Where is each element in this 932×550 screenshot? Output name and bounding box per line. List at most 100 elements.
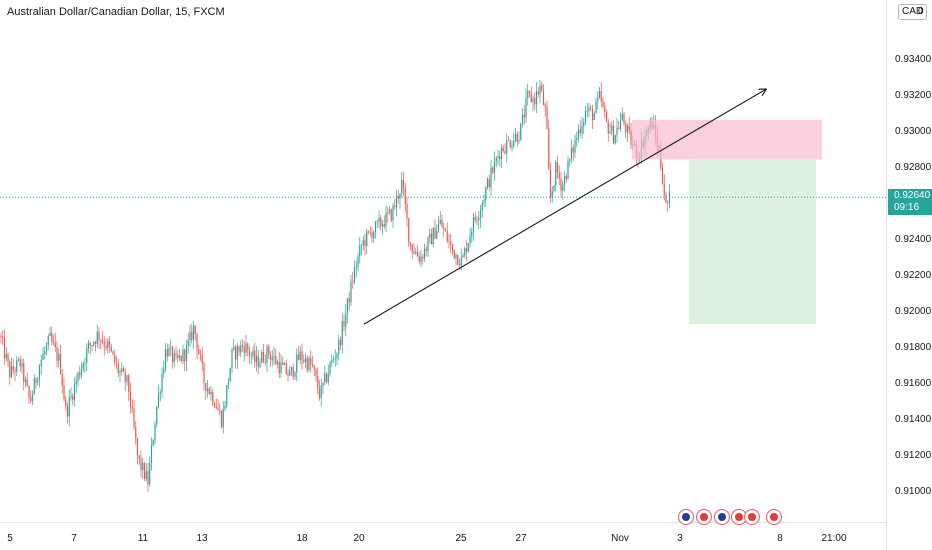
candle xyxy=(213,401,216,408)
time-tick-label: 27 xyxy=(515,533,527,544)
candle xyxy=(87,339,90,354)
candle xyxy=(427,236,429,257)
candle xyxy=(549,162,552,204)
candle xyxy=(220,409,223,429)
candle xyxy=(369,225,371,237)
candle xyxy=(397,189,399,204)
candle xyxy=(577,124,580,143)
candle xyxy=(44,346,46,359)
candle xyxy=(441,214,443,228)
au-flag-icon[interactable] xyxy=(714,509,730,525)
candle xyxy=(444,228,447,232)
candle xyxy=(492,165,494,175)
candle xyxy=(318,379,321,401)
candle xyxy=(79,365,81,380)
candle xyxy=(595,98,597,114)
candle xyxy=(163,360,165,378)
candle xyxy=(142,457,144,479)
ca-flag-icon[interactable] xyxy=(696,509,712,525)
candle xyxy=(73,377,76,407)
price-tick-label: 0.91600 xyxy=(895,378,932,390)
candle xyxy=(301,343,303,370)
candle xyxy=(493,151,496,182)
candle xyxy=(93,340,95,347)
candle xyxy=(525,88,527,124)
candle xyxy=(66,402,69,424)
ca-flag-icon[interactable] xyxy=(744,509,760,525)
candle xyxy=(511,140,513,152)
candle xyxy=(448,234,450,249)
candle xyxy=(611,121,613,136)
candle xyxy=(259,357,261,369)
price-plot[interactable] xyxy=(0,0,886,522)
candle xyxy=(518,131,520,145)
candle xyxy=(38,363,41,388)
candle xyxy=(65,395,67,411)
candle xyxy=(227,377,230,390)
candle xyxy=(345,304,347,337)
candle xyxy=(203,361,205,390)
candle xyxy=(562,180,564,200)
candle xyxy=(63,377,65,402)
candle xyxy=(378,210,380,229)
candle xyxy=(215,398,217,410)
candle xyxy=(122,365,125,373)
candle xyxy=(598,86,601,99)
candle xyxy=(308,355,310,372)
candle xyxy=(201,347,203,372)
time-tick-label: 21:00 xyxy=(821,533,847,544)
candle xyxy=(413,243,415,255)
candle xyxy=(49,326,51,337)
candle xyxy=(402,171,405,197)
candle xyxy=(84,357,86,373)
candle xyxy=(530,86,532,103)
candle xyxy=(513,133,515,149)
candle xyxy=(346,297,349,324)
candle xyxy=(317,367,319,395)
candle xyxy=(5,346,7,362)
candle xyxy=(465,240,468,262)
candle xyxy=(390,208,392,223)
candle xyxy=(602,97,604,109)
candle xyxy=(21,358,23,375)
candle xyxy=(462,253,464,258)
candle xyxy=(597,91,599,110)
drawings-layer xyxy=(0,89,886,325)
candle xyxy=(486,177,489,190)
candle xyxy=(9,359,11,385)
candle xyxy=(35,377,37,390)
candle xyxy=(497,149,499,165)
candle xyxy=(320,378,322,407)
ca-flag-icon[interactable] xyxy=(766,509,782,525)
price-tick-label: 0.92800 xyxy=(895,162,932,174)
candle xyxy=(285,359,287,376)
currency-button[interactable]: CAD xyxy=(898,4,928,20)
candle xyxy=(262,343,265,364)
candle xyxy=(467,242,469,253)
candle xyxy=(409,241,412,251)
candle xyxy=(523,104,525,126)
candle xyxy=(82,360,84,373)
candle xyxy=(488,174,490,191)
candle xyxy=(392,202,394,228)
candle xyxy=(584,105,587,125)
candle xyxy=(630,123,632,150)
candle xyxy=(255,346,258,372)
candle xyxy=(68,389,70,427)
candle xyxy=(105,338,107,352)
ca-flag-icon[interactable] xyxy=(731,509,747,525)
candle xyxy=(247,342,249,357)
candle xyxy=(560,172,562,198)
candle xyxy=(248,346,251,365)
candle xyxy=(273,346,275,366)
candle xyxy=(175,346,177,360)
candle xyxy=(282,356,284,366)
candle xyxy=(572,144,574,162)
candle xyxy=(399,193,401,209)
candle xyxy=(418,251,420,265)
candle xyxy=(381,220,384,235)
au-flag-icon[interactable] xyxy=(678,509,694,525)
candle xyxy=(126,374,128,387)
candle xyxy=(504,143,506,155)
